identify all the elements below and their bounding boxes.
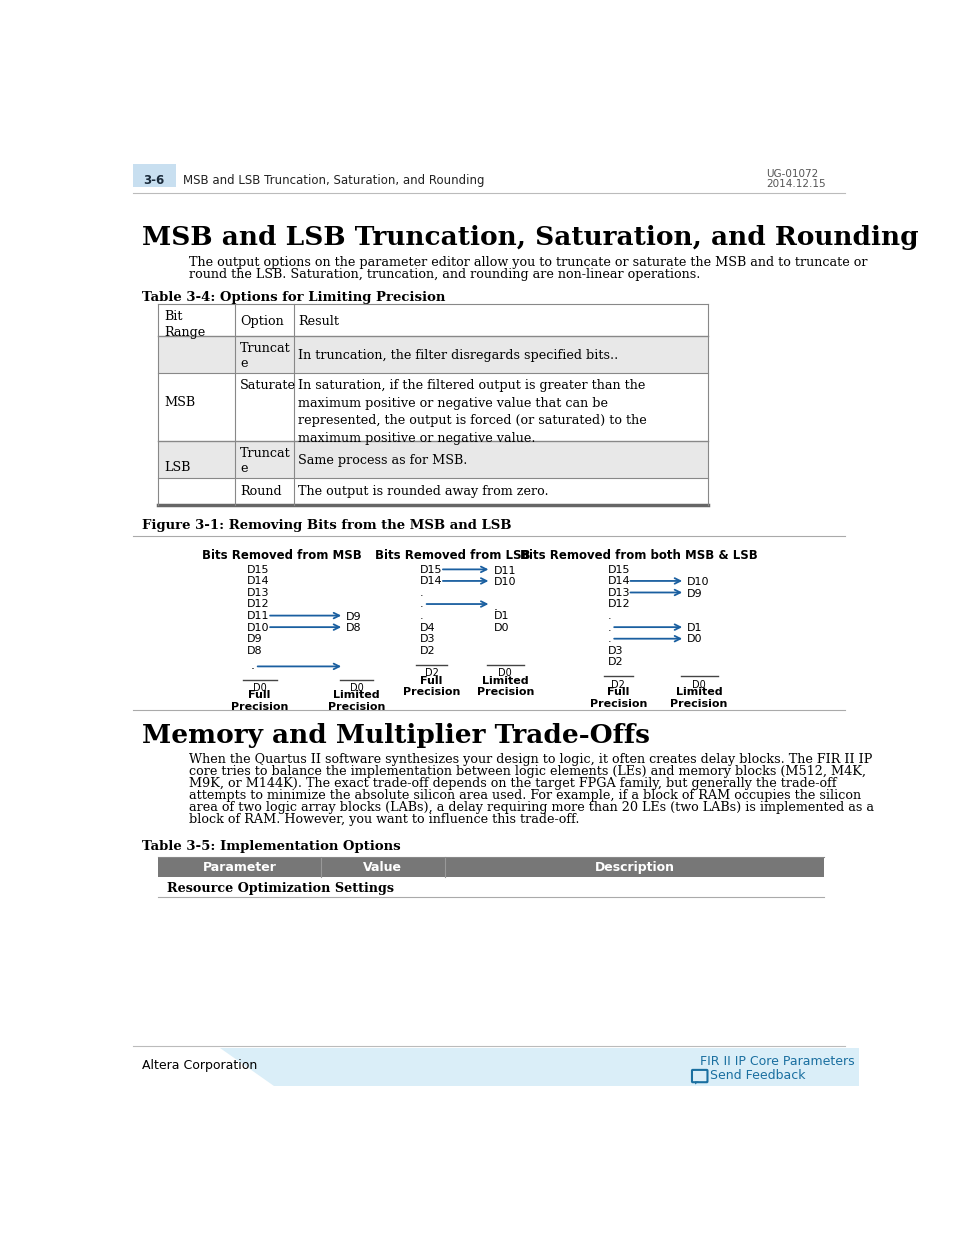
Text: In saturation, if the filtered output is greater than the
maximum positive or ne: In saturation, if the filtered output is… [298, 379, 646, 445]
Text: D9: D9 [247, 634, 262, 645]
Text: D9: D9 [686, 589, 702, 599]
Text: Bits Removed from MSB: Bits Removed from MSB [202, 550, 361, 562]
Text: .: . [419, 611, 423, 621]
Text: MSB: MSB [164, 395, 195, 409]
Text: Limited
Precision: Limited Precision [476, 676, 534, 698]
Text: D15: D15 [607, 564, 629, 574]
Text: Value: Value [363, 861, 402, 874]
Text: D0: D0 [497, 668, 512, 678]
Bar [133, 163, 175, 186]
Text: Parameter: Parameter [202, 861, 276, 874]
Text: D0: D0 [493, 622, 509, 632]
Text: The output options on the parameter editor allow you to truncate or saturate the: The output options on the parameter edit… [189, 256, 866, 269]
Text: D12: D12 [247, 599, 270, 609]
Text: D3: D3 [607, 646, 622, 656]
Bar [158, 373, 707, 441]
Text: D2: D2 [611, 679, 624, 689]
Bar [158, 877, 823, 898]
Text: Option: Option [240, 315, 284, 329]
Text: D9: D9 [346, 611, 361, 621]
Text: D8: D8 [346, 624, 361, 634]
Text: area of two logic array blocks (LABs), a delay requiring more than 20 LEs (two L: area of two logic array blocks (LABs), a… [189, 802, 873, 814]
Text: attempts to minimize the absolute silicon area used. For example, if a block of : attempts to minimize the absolute silico… [189, 789, 861, 803]
Text: D10: D10 [686, 577, 709, 587]
Text: .: . [251, 658, 254, 672]
Text: Send Feedback: Send Feedback [709, 1070, 804, 1082]
Text: D3: D3 [419, 634, 435, 645]
Text: D11: D11 [247, 611, 270, 621]
Text: D2: D2 [607, 657, 622, 667]
Text: D10: D10 [493, 577, 516, 587]
Text: Limited
Precision: Limited Precision [670, 687, 727, 709]
Text: 2014.12.15: 2014.12.15 [765, 179, 825, 189]
Text: MSB and LSB Truncation, Saturation, and Rounding: MSB and LSB Truncation, Saturation, and … [142, 225, 918, 251]
Text: D14: D14 [247, 577, 270, 587]
Bar [158, 857, 823, 877]
Text: .: . [419, 588, 423, 598]
Text: The output is rounded away from zero.: The output is rounded away from zero. [298, 485, 548, 499]
Text: D12: D12 [607, 599, 630, 609]
Text: D14: D14 [419, 577, 442, 587]
Text: D15: D15 [419, 564, 442, 574]
Text: D2: D2 [424, 668, 438, 678]
Text: Table 3-5: Implementation Options: Table 3-5: Implementation Options [142, 841, 400, 853]
Text: D0: D0 [691, 679, 705, 689]
Text: round the LSB. Saturation, truncation, and rounding are non-linear operations.: round the LSB. Saturation, truncation, a… [189, 268, 700, 282]
Text: Full
Precision: Full Precision [402, 676, 459, 698]
Text: Description: Description [594, 861, 674, 874]
Text: D1: D1 [493, 611, 509, 621]
Bar [158, 304, 707, 336]
Text: FIR II IP Core Parameters: FIR II IP Core Parameters [700, 1055, 854, 1068]
Text: Result: Result [298, 315, 339, 329]
Text: block of RAM. However, you want to influence this trade-off.: block of RAM. However, you want to influ… [189, 813, 578, 826]
Text: Altera Corporation: Altera Corporation [142, 1060, 257, 1072]
Text: D0: D0 [349, 683, 363, 693]
Text: 3-6: 3-6 [143, 174, 165, 186]
Text: Saturate: Saturate [240, 379, 295, 393]
Text: Truncat
e: Truncat e [240, 342, 291, 370]
Text: D2: D2 [419, 646, 436, 656]
Text: MSB and LSB Truncation, Saturation, and Rounding: MSB and LSB Truncation, Saturation, and … [183, 174, 484, 186]
Text: D13: D13 [607, 588, 629, 598]
Text: .: . [607, 611, 611, 621]
Text: D11: D11 [493, 566, 516, 576]
Text: D4: D4 [419, 622, 436, 632]
Text: Bits Removed from LSB: Bits Removed from LSB [375, 550, 530, 562]
Text: D8: D8 [247, 646, 262, 656]
Text: Round: Round [240, 485, 281, 499]
Text: core tries to balance the implementation between logic elements (LEs) and memory: core tries to balance the implementation… [189, 766, 865, 778]
Polygon shape [220, 1047, 858, 1086]
Text: When the Quartus II software synthesizes your design to logic, it often creates : When the Quartus II software synthesizes… [189, 753, 871, 767]
Text: Memory and Multiplier Trade-Offs: Memory and Multiplier Trade-Offs [142, 722, 650, 747]
Text: .: . [607, 622, 611, 632]
Text: LSB: LSB [164, 461, 191, 474]
Text: D0: D0 [253, 683, 266, 693]
Text: D13: D13 [247, 588, 270, 598]
Polygon shape [695, 1082, 699, 1084]
Text: D1: D1 [686, 622, 702, 632]
Text: Figure 3-1: Removing Bits from the MSB and LSB: Figure 3-1: Removing Bits from the MSB a… [142, 519, 512, 531]
Text: Bit
Range: Bit Range [164, 310, 205, 338]
Text: Same process as for MSB.: Same process as for MSB. [298, 454, 467, 467]
Text: .: . [419, 599, 423, 609]
Text: Full
Precision: Full Precision [589, 687, 646, 709]
Text: .: . [493, 600, 497, 614]
Text: Limited
Precision: Limited Precision [328, 690, 385, 711]
Text: Truncat
e: Truncat e [240, 447, 291, 475]
Text: Resource Optimization Settings: Resource Optimization Settings [167, 882, 394, 895]
Text: D0: D0 [686, 634, 702, 645]
Bar [158, 478, 707, 505]
Text: UG-01072: UG-01072 [765, 169, 818, 179]
Text: D15: D15 [247, 564, 270, 574]
Bar [158, 441, 707, 478]
Text: In truncation, the filter disregards specified bits..: In truncation, the filter disregards spe… [298, 350, 618, 362]
Text: .: . [607, 634, 611, 645]
Text: Table 3-4: Options for Limiting Precision: Table 3-4: Options for Limiting Precisio… [142, 290, 445, 304]
Text: Full
Precision: Full Precision [231, 690, 288, 711]
Text: D14: D14 [607, 577, 630, 587]
Bar [158, 336, 707, 373]
Text: D10: D10 [247, 622, 270, 632]
Text: M9K, or M144K). The exact trade-off depends on the target FPGA family, but gener: M9K, or M144K). The exact trade-off depe… [189, 777, 836, 790]
Text: Bits Removed from both MSB & LSB: Bits Removed from both MSB & LSB [519, 550, 757, 562]
